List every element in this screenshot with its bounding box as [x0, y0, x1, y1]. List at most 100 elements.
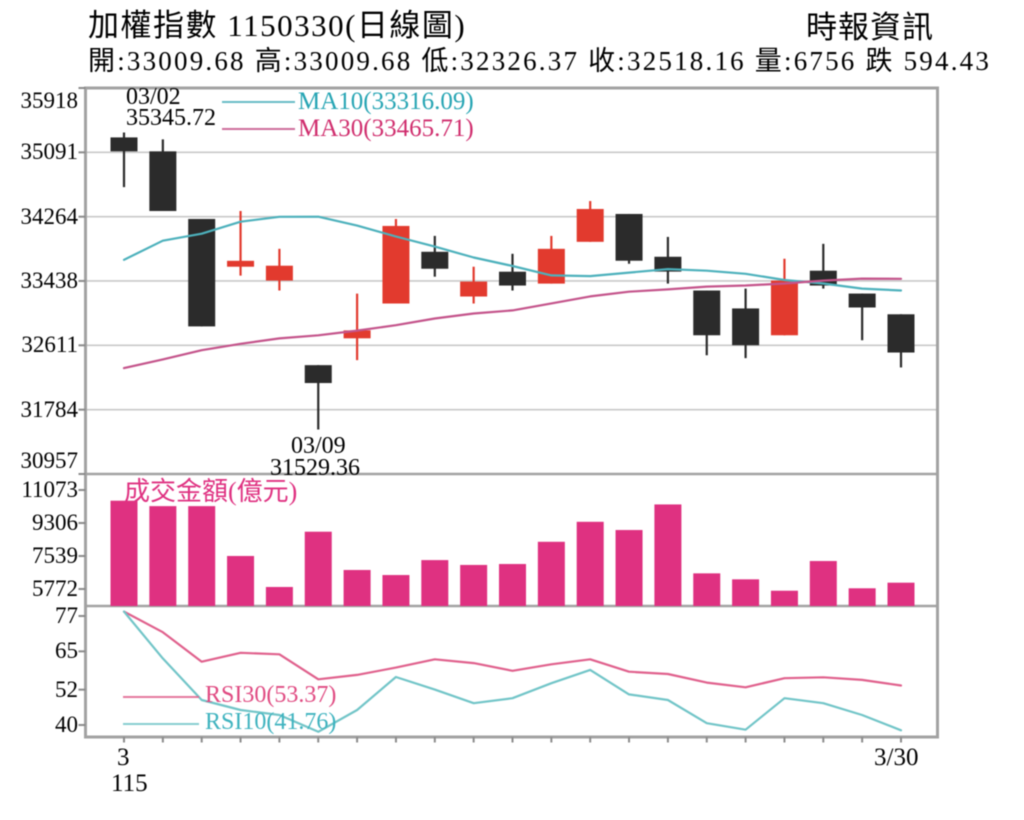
ma10-legend-key — [222, 101, 295, 103]
candle — [537, 235, 565, 284]
volume-bar — [537, 541, 565, 606]
price-axis-label: 31784 — [20, 397, 79, 422]
rsi-axis-label: 40 — [55, 712, 78, 737]
candle-body — [499, 271, 526, 286]
candle — [188, 218, 216, 327]
candle — [576, 201, 604, 242]
candle-body — [693, 290, 721, 336]
candle — [304, 365, 332, 430]
candle — [887, 314, 915, 368]
price-axis-label: 35091 — [20, 139, 79, 164]
volume-bar — [304, 531, 332, 606]
volume-bar — [654, 504, 682, 606]
candle-body — [188, 218, 216, 327]
candle — [654, 236, 682, 284]
volume-bar — [848, 588, 876, 606]
candle — [732, 288, 760, 359]
candle-body — [732, 308, 760, 346]
volume-axis-label: 7539 — [32, 543, 78, 568]
ohlc-stats: 開:33009.68 高:33009.68 低:32326.37 收:32518… — [88, 46, 992, 76]
volume-bars — [110, 500, 915, 606]
volume-bar — [460, 564, 488, 606]
candle-body — [265, 265, 293, 281]
candle-body — [615, 213, 643, 261]
candle — [693, 290, 721, 356]
x-axis-month-label: 3 — [117, 744, 130, 771]
candle — [615, 213, 643, 264]
rsi10-legend-key — [123, 723, 199, 725]
candle-body — [110, 137, 138, 152]
axis-ticks — [78, 87, 902, 743]
volume-bar — [615, 530, 643, 606]
candle-body — [460, 281, 488, 297]
volume-bar — [343, 569, 371, 606]
page-title: 加權指數 1150330(日線圖) — [88, 8, 467, 43]
price-axis-label: 33438 — [20, 268, 79, 293]
high-annotation-date: 03/02 — [126, 84, 181, 110]
volume-axis-label: 5772 — [32, 576, 78, 601]
volume-axis-label: 11073 — [21, 477, 78, 502]
candle-body — [770, 280, 798, 336]
volume-bar — [110, 500, 138, 606]
candle — [848, 293, 876, 341]
panel-borders — [84, 86, 939, 739]
candle-body — [421, 251, 449, 269]
candle-body — [149, 151, 177, 212]
candle — [149, 139, 177, 212]
volume-bar — [421, 560, 449, 606]
candle — [382, 218, 410, 304]
candle-body — [227, 260, 255, 267]
volume-bar — [149, 506, 177, 606]
rsi-axis-label: 52 — [55, 677, 78, 702]
volume-bar — [227, 555, 255, 606]
candle — [499, 253, 526, 291]
rsi-axis-label: 77 — [55, 603, 78, 628]
rsi-axis-label: 65 — [55, 638, 78, 663]
volume-bar — [887, 582, 915, 606]
volume-bar — [732, 579, 760, 606]
rsi10-line — [122, 610, 903, 733]
low-annotation-date: 03/09 — [291, 433, 346, 459]
candle-body — [576, 208, 604, 242]
rsi30-legend-label: RSI30(53.37) — [205, 682, 337, 708]
data-source: 時報資訊 — [806, 10, 934, 45]
candle — [343, 293, 371, 361]
high-annotation-value: 35345.72 — [126, 105, 216, 131]
ma30-legend-label: MA30(33465.71) — [298, 115, 474, 142]
rsi10-legend-label: RSI10(41.76) — [205, 709, 337, 735]
candle — [265, 248, 293, 291]
candle — [460, 266, 488, 304]
candle-body — [343, 330, 371, 339]
chart-frame — [84, 86, 939, 739]
volume-panel-title: 成交金額(億元) — [124, 477, 298, 506]
rsi30-legend-key — [123, 696, 199, 698]
candlesticks — [110, 132, 915, 430]
volume-bar — [770, 590, 798, 606]
candle — [770, 258, 798, 336]
rsi30-line — [122, 610, 903, 689]
x-axis-year-label: 115 — [111, 770, 148, 797]
price-axis-label: 30957 — [20, 448, 79, 473]
volume-bar — [188, 506, 216, 606]
x-axis-last-day-label: 3/30 — [874, 744, 919, 771]
candle-body — [654, 256, 682, 272]
volume-bar — [693, 573, 721, 606]
volume-bar — [382, 575, 410, 606]
volume-bar — [499, 564, 526, 606]
price-axis-label: 32611 — [21, 332, 78, 357]
candle — [110, 132, 138, 188]
volume-bar — [809, 561, 837, 606]
candle-body — [887, 314, 915, 353]
ma30-legend-key — [222, 128, 295, 130]
candle-body — [537, 248, 565, 284]
ma10-legend-label: MA10(33316.09) — [298, 88, 474, 115]
candle — [421, 235, 449, 277]
candle-body — [304, 365, 332, 384]
volume-axis-label: 9306 — [32, 510, 78, 535]
volume-bar — [576, 521, 604, 606]
low-annotation-value: 31529.36 — [270, 455, 360, 481]
price-axis-label: 35918 — [20, 88, 79, 113]
candle-body — [848, 293, 876, 308]
